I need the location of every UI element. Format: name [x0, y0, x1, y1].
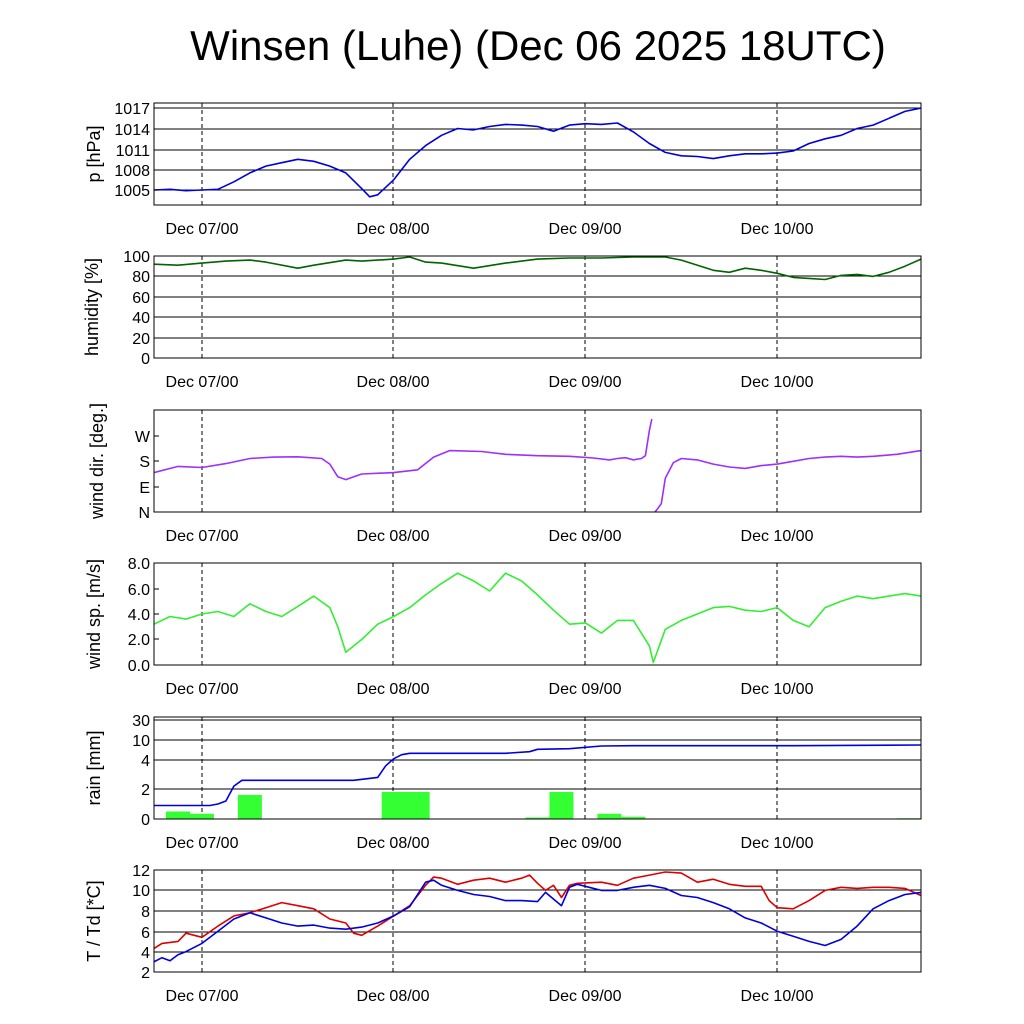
temperature-ytick-label: 12	[132, 863, 150, 880]
wind_speed-xtick-label: Dec 08/00	[357, 681, 430, 698]
temperature-xtick-label: Dec 08/00	[357, 988, 430, 1005]
rain-bar	[381, 792, 430, 819]
humidity-ytick-label: 40	[132, 310, 150, 327]
temperature-ytick-label: 6	[141, 925, 150, 942]
wind_dir-xtick-label: Dec 10/00	[741, 528, 814, 545]
rain-ytick-label: 0	[141, 812, 150, 829]
pressure-axis-label: p [hPa]	[84, 125, 104, 182]
wind_speed-ytick-label: 2.0	[128, 632, 150, 649]
rain-axis-label: rain [mm]	[84, 730, 104, 805]
rain-bar	[525, 817, 550, 819]
humidity-axis-label: humidity [%]	[82, 258, 102, 356]
wind_speed-xtick-label: Dec 09/00	[549, 681, 622, 698]
temperature-series-line	[154, 879, 921, 963]
wind_dir-xtick-label: Dec 07/00	[166, 528, 239, 545]
pressure-series-line	[154, 107, 921, 198]
rain-bar	[621, 816, 646, 819]
wind_speed-panel: 0.0 2.0 4.0 6.0 8.0 wind sp. [m/s] Dec 07/00 De…	[84, 556, 922, 698]
wind_dir-axis-label: wind dir. [deg.]	[87, 403, 107, 520]
wind_speed-series-line	[154, 572, 921, 664]
wind_speed-ytick-label: 8.0	[128, 556, 150, 573]
pressure-ytick-label: 1014	[114, 122, 150, 139]
wind_speed-ytick-label: 4.0	[128, 607, 150, 624]
rain-xtick-label: Dec 08/00	[357, 835, 430, 852]
rain-bar	[165, 811, 190, 819]
temperature-panel: 2 4 6 8 10 12 T / Td [*C] Dec 07/00 Dec 08/00 Dec…	[84, 863, 922, 1005]
wind_speed-xtick-label: Dec 07/00	[166, 681, 239, 698]
rain-ytick-label: 4	[141, 753, 150, 770]
temperature-ytick-label: 8	[141, 904, 150, 921]
temperature-xtick-label: Dec 09/00	[549, 988, 622, 1005]
temperature-xtick-label: Dec 07/00	[166, 988, 239, 1005]
wind_speed-frame	[153, 562, 922, 666]
rain-ytick-label: 30	[132, 713, 150, 730]
rain-ytick-label: 10	[132, 733, 150, 750]
wind_dir-xtick-label: Dec 09/00	[549, 528, 622, 545]
pressure-ytick-label: 1008	[114, 163, 150, 180]
temperature-frame	[153, 869, 922, 973]
page-title: Winsen (Luhe) (Dec 06 2025 18UTC)	[190, 22, 886, 69]
humidity-panel: 0 20 40 60 80 100 humidity [%] Dec 07/00 Dec 08/…	[82, 249, 922, 391]
wind_dir-ytick-label: E	[139, 480, 150, 497]
wind_dir-ytick-label: W	[135, 429, 151, 446]
rain-xtick-label: Dec 10/00	[741, 835, 814, 852]
humidity-frame	[153, 255, 922, 359]
wind_speed-ytick-label: 6.0	[128, 582, 150, 599]
temperature-xtick-label: Dec 10/00	[741, 988, 814, 1005]
pressure-xtick-label: Dec 07/00	[166, 221, 239, 238]
humidity-ytick-label: 80	[132, 269, 150, 286]
rain-bar	[189, 813, 214, 819]
wind_dir-ytick-label: S	[139, 454, 150, 471]
wind_speed-xtick-label: Dec 10/00	[741, 681, 814, 698]
rain-bar	[549, 792, 574, 819]
rain-frame	[153, 716, 922, 820]
pressure-ytick-label: 1017	[114, 101, 150, 118]
rain-panel: 0 2 4 10 30 rain [mm] Dec 07/00 Dec 08/00 Dec 09…	[84, 713, 922, 852]
humidity-xtick-label: Dec 10/00	[741, 374, 814, 391]
temperature-series-line	[154, 871, 921, 950]
pressure-frame	[153, 102, 922, 206]
wind_dir-ytick-label: N	[138, 505, 150, 522]
rain-bar	[597, 813, 622, 819]
temperature-axis-label: T / Td [*C]	[84, 880, 104, 961]
rain-xtick-label: Dec 07/00	[166, 835, 239, 852]
humidity-ytick-label: 60	[132, 290, 150, 307]
wind_dir-series-line	[654, 449, 921, 512]
rain-bar	[237, 795, 262, 819]
humidity-ytick-label: 20	[132, 331, 150, 348]
wind_speed-ytick-label: 0.0	[128, 658, 150, 675]
wind_dir-xtick-label: Dec 08/00	[357, 528, 430, 545]
pressure-xtick-label: Dec 08/00	[357, 221, 430, 238]
pressure-ytick-label: 1005	[114, 183, 150, 200]
rain-xtick-label: Dec 09/00	[549, 835, 622, 852]
wind_dir-series-line	[154, 418, 653, 481]
temperature-ytick-label: 4	[141, 945, 150, 962]
humidity-xtick-label: Dec 07/00	[166, 374, 239, 391]
temperature-ytick-label: 10	[132, 883, 150, 900]
pressure-ytick-label: 1011	[116, 143, 151, 160]
rain-ytick-label: 2	[141, 782, 150, 799]
wind_dir-frame	[153, 409, 922, 513]
rain-series-line	[154, 744, 921, 807]
humidity-ytick-label: 0	[141, 351, 150, 368]
pressure-xtick-label: Dec 10/00	[741, 221, 814, 238]
wind_speed-axis-label: wind sp. [m/s]	[84, 559, 104, 670]
humidity-xtick-label: Dec 08/00	[357, 374, 430, 391]
humidity-series-line	[154, 256, 921, 281]
humidity-xtick-label: Dec 09/00	[549, 374, 622, 391]
pressure-xtick-label: Dec 09/00	[549, 221, 622, 238]
pressure-panel: 1005 1008 1011 1014 1017 p [hPa] Dec 07/00 Dec …	[84, 101, 922, 238]
temperature-ytick-label: 2	[141, 965, 150, 982]
humidity-ytick-label: 100	[123, 249, 150, 266]
